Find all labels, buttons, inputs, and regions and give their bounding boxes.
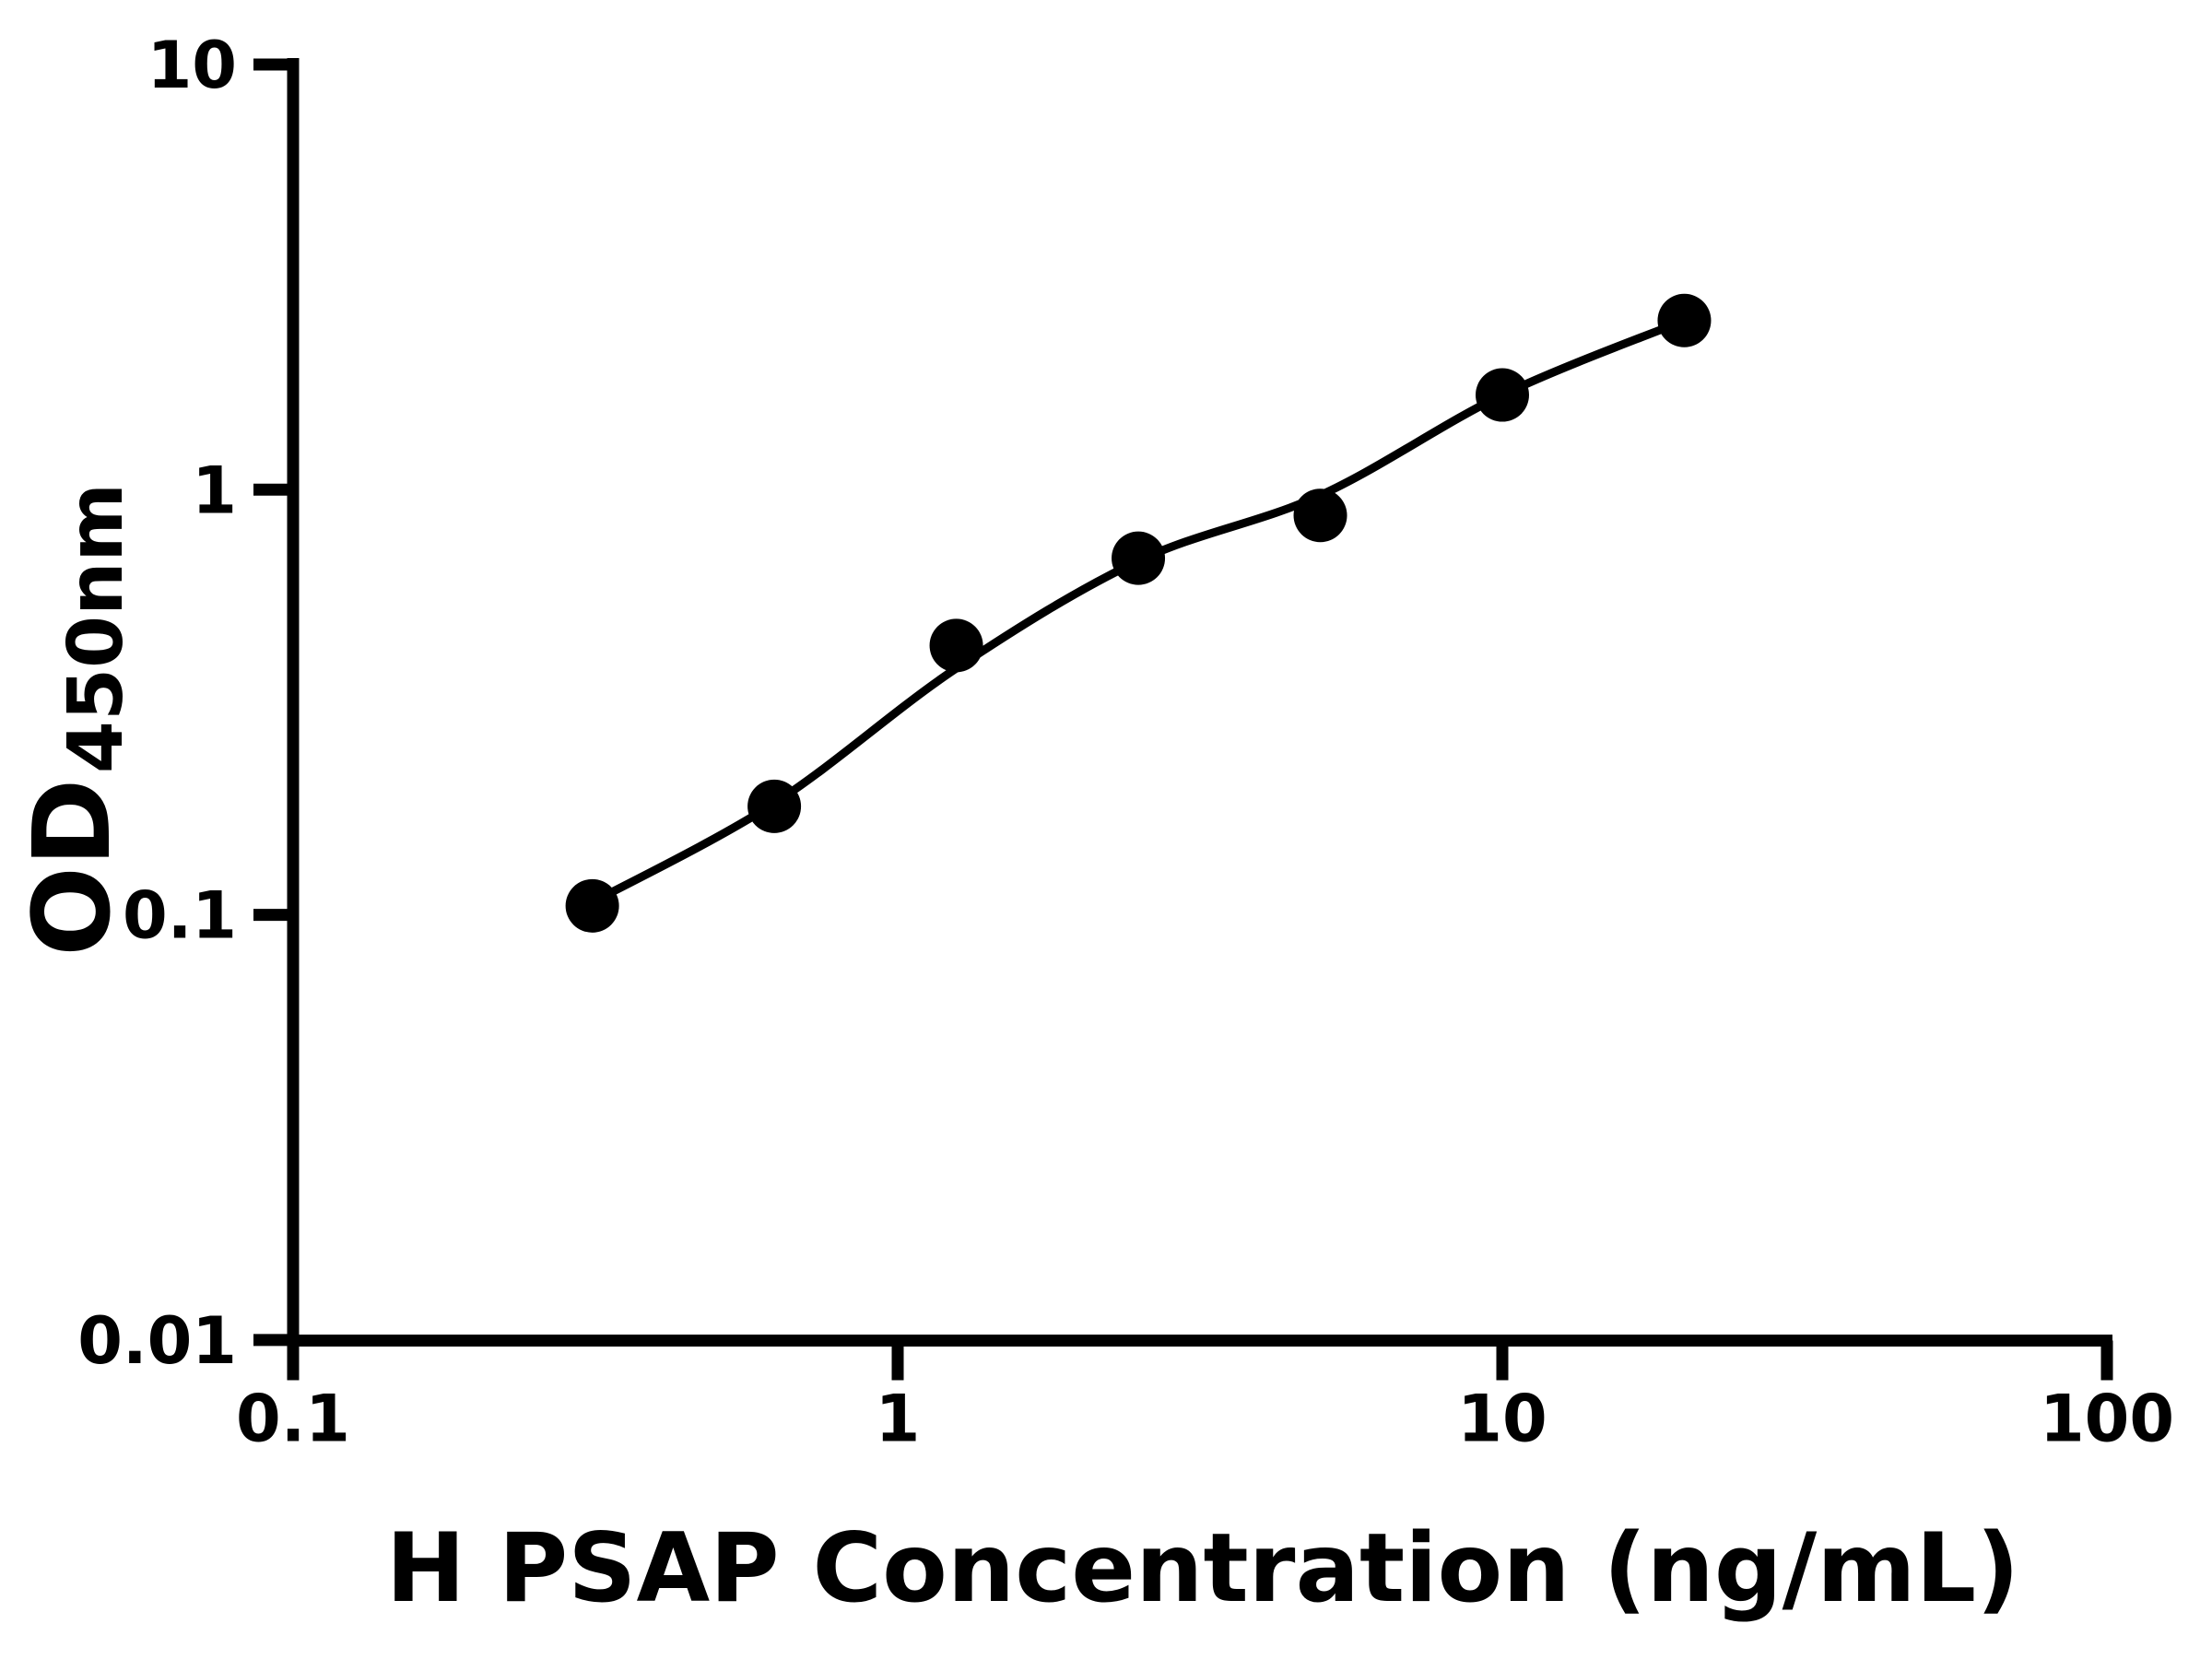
- data-point: [1657, 293, 1712, 347]
- data-point: [565, 878, 619, 933]
- data-point: [929, 618, 983, 673]
- series-layer: [565, 293, 1712, 933]
- data-point: [747, 779, 802, 833]
- y-axis-tick-label: 10: [147, 28, 237, 103]
- axis-spine: [287, 58, 2112, 1347]
- x-axis-tick-label: 100: [2040, 1382, 2174, 1457]
- x-axis-title: H PSAP Concentration (ng/mL): [386, 1513, 2020, 1624]
- y-axis-title-subscript: 450nm: [53, 483, 140, 773]
- y-axis-tick-label: 0.1: [123, 878, 237, 954]
- data-point: [1112, 531, 1166, 585]
- data-point: [1476, 368, 1529, 422]
- y-axis-title-main: OD: [11, 779, 135, 957]
- x-axis-tick-label: 10: [1457, 1382, 1547, 1457]
- y-axis-tick-label: 0.01: [77, 1303, 237, 1379]
- y-axis-tick-label: 1: [192, 453, 237, 528]
- data-point: [1293, 488, 1347, 543]
- x-axis-tick-label: 0.1: [236, 1382, 350, 1457]
- y-axis-title: OD 450nm: [11, 483, 140, 957]
- x-axis-tick-label: 1: [876, 1382, 921, 1457]
